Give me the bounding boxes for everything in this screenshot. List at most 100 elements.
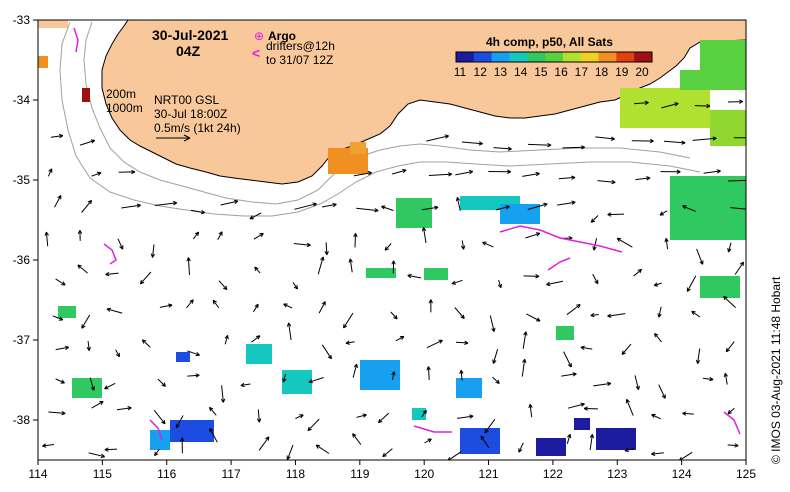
current-arrow [635, 176, 651, 181]
current-arrow [253, 232, 264, 240]
current-arrow [727, 443, 739, 448]
current-arrow [192, 231, 200, 240]
x-tick-label: 114 [28, 467, 47, 481]
current-arrow [324, 242, 329, 256]
current-arrow [459, 369, 464, 381]
x-axis: 114 115 116 117 118 119 120 121 122 123 124 125 [28, 460, 756, 481]
current-arrow [631, 138, 654, 144]
current-arrow [426, 366, 431, 380]
current-arrow [526, 313, 541, 322]
current-arrow [497, 279, 502, 289]
y-tick-label: -36 [13, 253, 31, 267]
current-arrow [356, 413, 367, 418]
current-arrow [492, 349, 499, 364]
current-arrow [493, 146, 512, 151]
x-tick-label: 123 [607, 467, 627, 481]
current-arrow [209, 427, 218, 443]
depth-1000-label: 1000m [106, 101, 143, 115]
current-arrow [121, 203, 141, 209]
current-arrow [315, 444, 330, 454]
current-arrow [295, 414, 304, 419]
isobath-1000m [59, 21, 701, 217]
current-vectors [42, 99, 746, 460]
current-arrow [455, 196, 461, 211]
current-arrow [421, 227, 427, 244]
colorbar-segment [545, 52, 564, 62]
current-arrow [625, 398, 634, 416]
current-arrow [727, 242, 732, 253]
current-arrow [116, 406, 132, 411]
drifters-until: to 31/07 12Z [266, 53, 333, 67]
land-island [38, 20, 68, 28]
current-arrow [495, 205, 510, 211]
y-tick-label: -38 [13, 413, 31, 427]
current-arrow [52, 315, 64, 321]
current-arrow [217, 231, 223, 241]
current-arrow [592, 238, 598, 251]
current-arrow [224, 334, 229, 345]
current-arrow [521, 358, 527, 377]
current-arrow [343, 312, 354, 329]
current-arrow [50, 133, 64, 139]
current-arrow [91, 171, 102, 177]
current-arrow [286, 444, 294, 460]
current-arrow [258, 436, 270, 451]
argo-icon: ⊕ [254, 29, 264, 43]
current-arrow [390, 311, 398, 320]
colorbar-segment [456, 52, 475, 62]
current-arrow [563, 351, 572, 368]
current-arrow [105, 271, 119, 277]
current-arrow [77, 229, 83, 241]
current-arrow [607, 212, 625, 217]
current-arrow [447, 451, 462, 460]
current-arrow [528, 403, 533, 418]
current-arrow [658, 384, 666, 399]
argo-label: Argo [268, 29, 296, 43]
colorbar-segment [473, 52, 493, 62]
current-arrow [352, 363, 358, 378]
current-arrow [664, 237, 669, 250]
current-arrow [381, 205, 394, 211]
current-arrow [558, 175, 576, 180]
current-arrow [118, 169, 136, 175]
current-arrow [345, 340, 355, 345]
current-arrow [377, 412, 390, 424]
colorbar-tick-label: 20 [635, 65, 649, 79]
x-tick-label: 124 [672, 467, 692, 481]
current-arrow [455, 169, 474, 176]
current-arrow [451, 279, 463, 285]
current-arrow [150, 244, 156, 258]
current-arrow [727, 178, 746, 182]
current-arrow [88, 452, 106, 458]
current-arrow [294, 202, 317, 210]
current-arrow [293, 242, 311, 248]
current-arrow [292, 282, 298, 290]
current-arrow [580, 345, 593, 351]
current-arrow [734, 261, 745, 275]
current-arrow [590, 215, 599, 223]
colorbar-tick-label: 13 [494, 65, 508, 79]
current-arrow [567, 402, 585, 409]
current-arrow [55, 378, 65, 384]
colorbar-tick-label: 16 [554, 65, 568, 79]
valid-time-label: 30-Jul 18:00Z [154, 107, 227, 121]
current-arrow [382, 448, 393, 458]
current-arrow [322, 202, 337, 208]
current-arrow [391, 168, 407, 175]
current-arrow [592, 273, 599, 285]
current-arrow [190, 209, 206, 215]
current-arrow [159, 303, 173, 308]
current-arrow [593, 381, 612, 387]
current-arrow [725, 341, 735, 353]
current-arrow [484, 418, 496, 434]
x-tick-label: 115 [93, 467, 112, 481]
current-arrow [461, 141, 483, 146]
current-arrow [651, 451, 664, 456]
current-arrow [55, 278, 66, 286]
current-arrow [654, 332, 662, 343]
current-arrow [651, 414, 662, 420]
current-arrow [395, 335, 405, 342]
colorbar-tick-label: 14 [514, 65, 528, 79]
current-arrow [307, 418, 320, 432]
